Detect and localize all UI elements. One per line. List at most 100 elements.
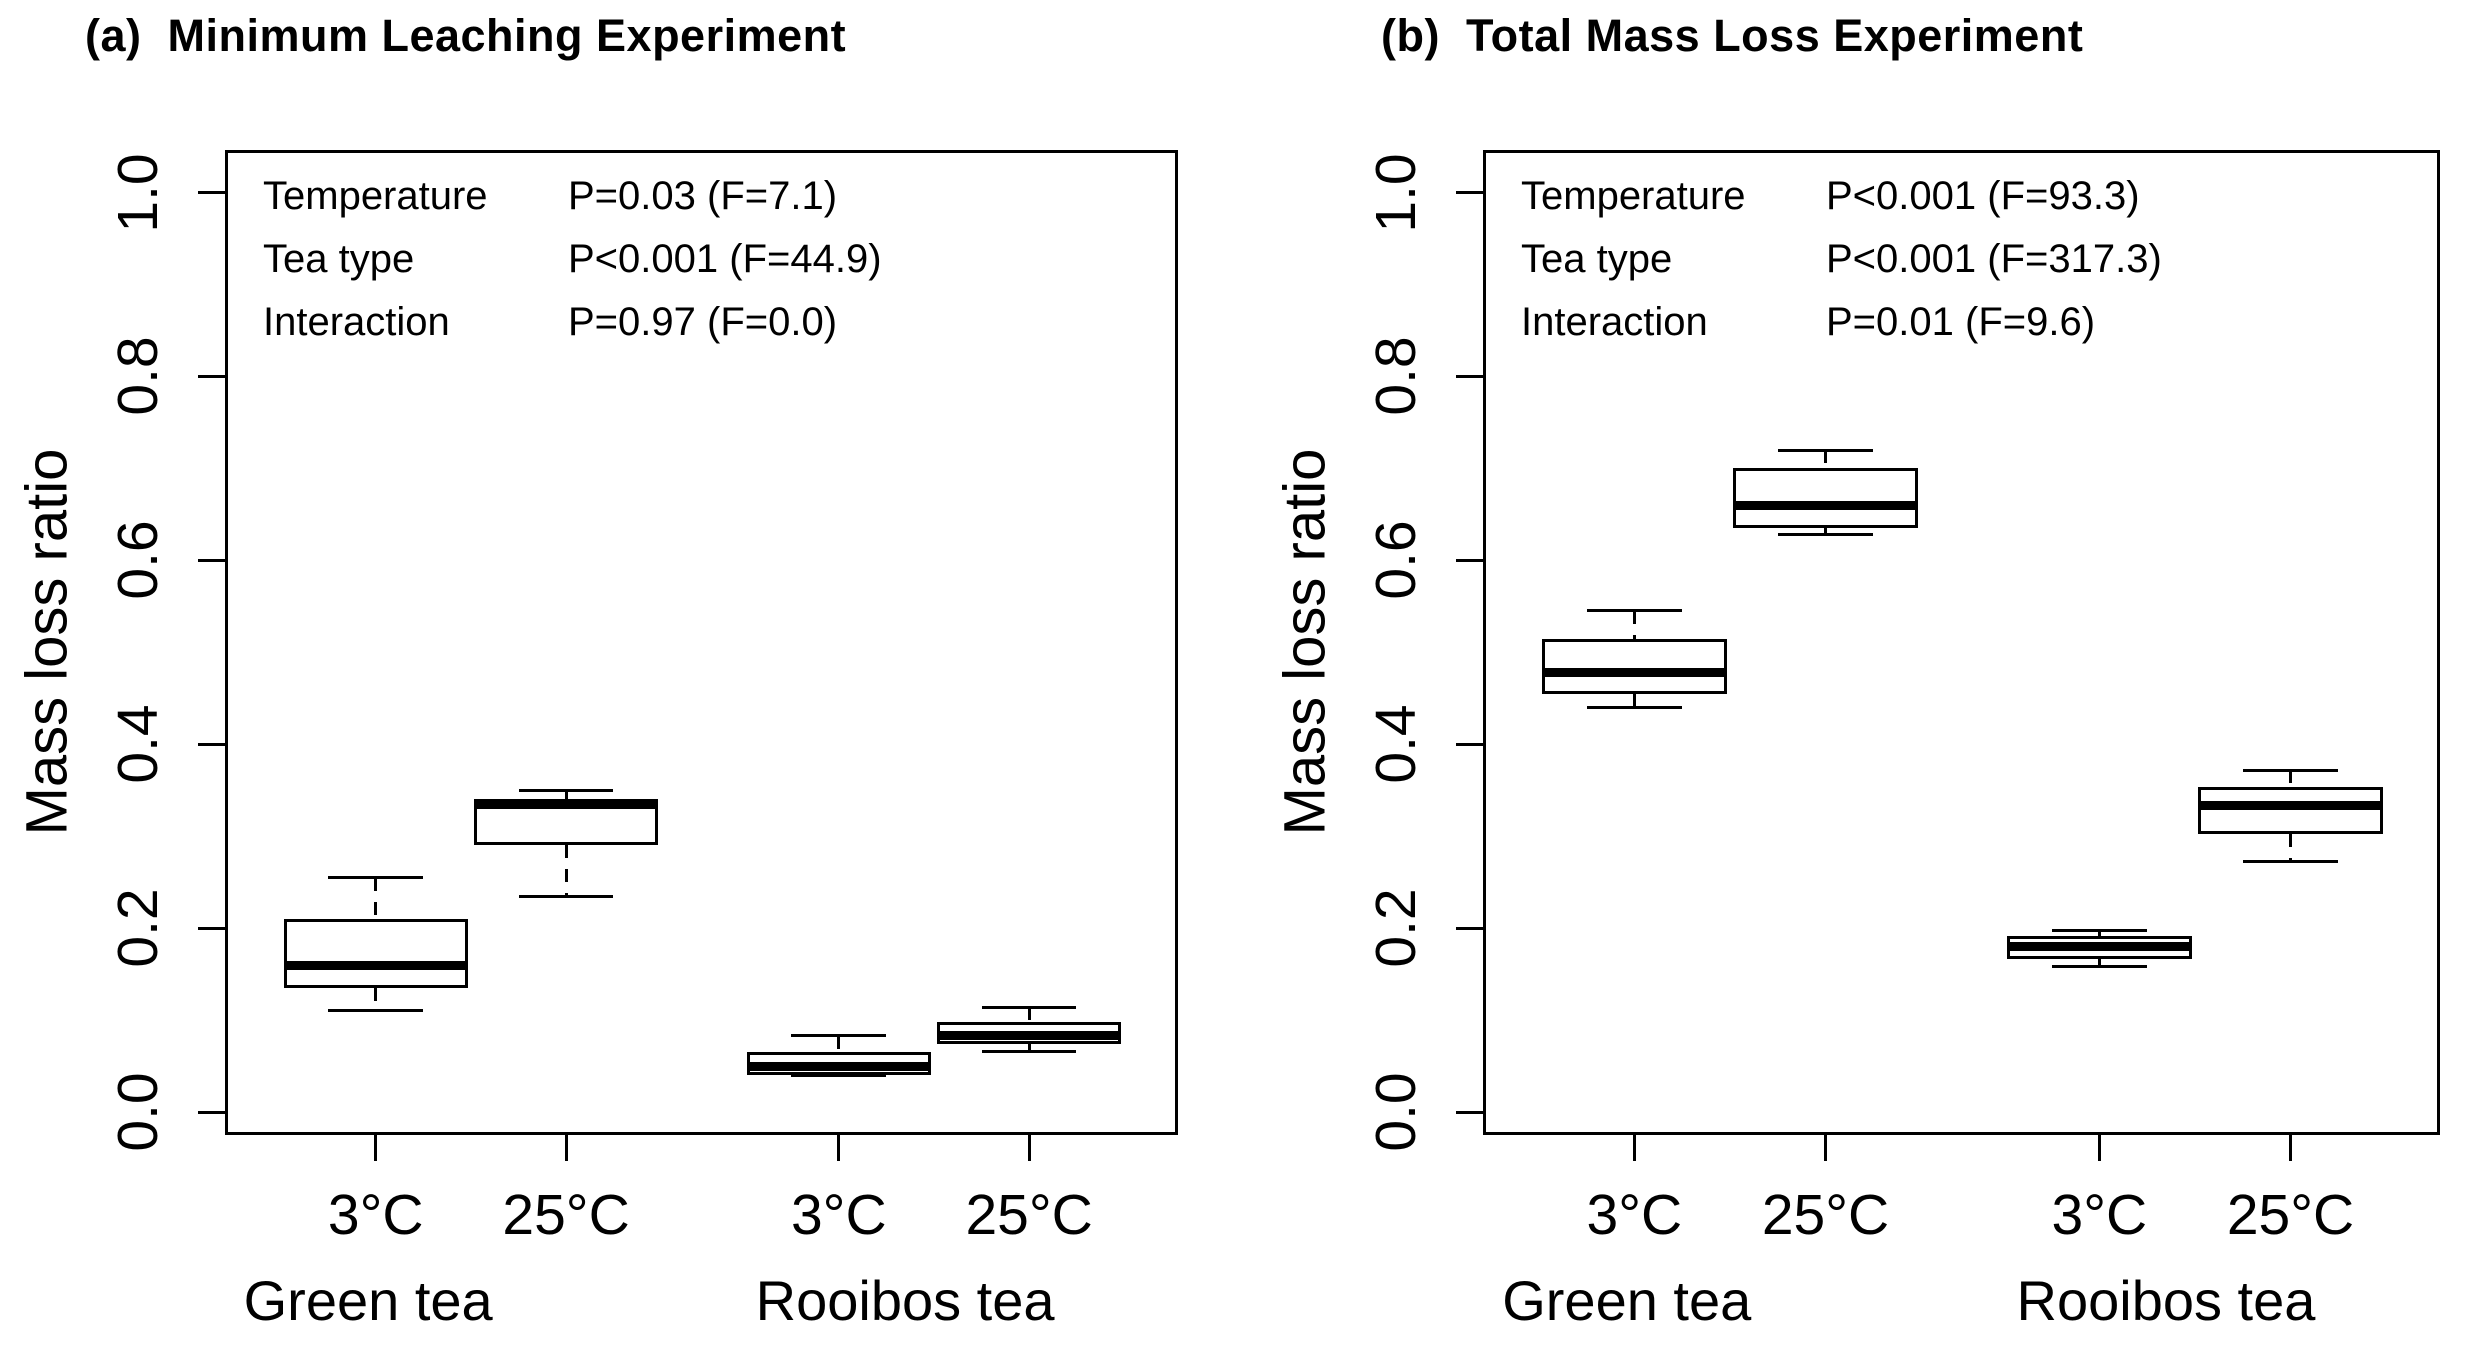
boxplot-green-tea-3-c-median-line bbox=[1542, 668, 1727, 678]
boxplot-rooibos-tea-25-c-box bbox=[2198, 786, 2383, 835]
y-tick-label: 0.8 bbox=[1364, 336, 1428, 417]
boxplot-rooibos-tea-25-c-whisker-upper bbox=[2289, 770, 2293, 787]
x-tick-mark bbox=[564, 1135, 568, 1161]
panel-b: (b) Total Mass Loss Experiment Mass loss… bbox=[1236, 0, 2471, 1350]
boxplot-rooibos-tea-3-c-median-line bbox=[2007, 942, 2192, 952]
boxplot-green-tea-3-c-cap-lower bbox=[1586, 706, 1682, 709]
boxplot-rooibos-tea-25-c-median-line bbox=[2198, 801, 2383, 811]
x-tick-mark bbox=[374, 1135, 378, 1161]
boxplot-green-tea-3-c-cap-lower bbox=[328, 1009, 424, 1013]
boxplot-green-tea-3-c-cap-upper bbox=[1586, 609, 1682, 613]
panel-a-title: (a) Minimum Leaching Experiment bbox=[85, 10, 846, 62]
y-tick-label: 0.0 bbox=[106, 1072, 170, 1152]
x-tick-label: 3°C bbox=[1586, 1183, 1683, 1247]
group-label-green-tea: Green tea bbox=[1502, 1269, 1752, 1332]
boxplot-rooibos-tea-3-c-cap-upper bbox=[791, 1034, 887, 1038]
panel-a-title-text: Minimum Leaching Experiment bbox=[167, 10, 847, 61]
x-tick-label: 25°C bbox=[2226, 1183, 2355, 1247]
stats-value: P=0.03 (F=7.1) bbox=[568, 174, 838, 218]
boxplot-green-tea-25-c-whisker-upper bbox=[564, 790, 568, 800]
stats-label: Temperature bbox=[263, 174, 488, 218]
boxplot-green-tea-3-c-whisker-upper bbox=[374, 877, 378, 919]
stats-row: Temperature P=0.03 (F=7.1) bbox=[263, 165, 882, 228]
boxplot-rooibos-tea-25-c-cap-upper bbox=[2242, 768, 2339, 772]
panel-a: (a) Minimum Leaching Experiment Mass los… bbox=[15, 10, 1178, 1332]
boxplot-rooibos-tea-3-c-median-line bbox=[746, 1061, 931, 1071]
y-tick-label: 0.6 bbox=[1364, 520, 1428, 600]
stats-row: Interaction P=0.97 (F=0.0) bbox=[263, 291, 882, 354]
stats-row: Interaction P=0.01 (F=9.6) bbox=[1521, 291, 2162, 354]
y-tick-mark bbox=[198, 191, 225, 195]
panel-b-tag: (b) bbox=[1381, 10, 1440, 61]
y-tick-label: 0.0 bbox=[1364, 1072, 1428, 1152]
y-tick-mark bbox=[1456, 191, 1483, 195]
stats-label: Tea type bbox=[263, 237, 415, 281]
y-tick-label: 0.2 bbox=[106, 888, 170, 968]
boxplot-green-tea-25-c-cap-lower bbox=[518, 894, 614, 898]
boxplot-green-tea-25-c-cap-upper bbox=[518, 788, 614, 792]
boxplot-rooibos-tea-3-c-cap-lower bbox=[2051, 965, 2147, 969]
y-tick-mark bbox=[198, 374, 225, 378]
x-tick-mark bbox=[1824, 1135, 1827, 1161]
y-tick-label: 0.2 bbox=[1364, 888, 1428, 968]
x-tick-label: 3°C bbox=[790, 1183, 887, 1247]
panel-a-tag: (a) bbox=[85, 10, 142, 61]
y-tick-label: 0.4 bbox=[106, 704, 170, 784]
y-tick-mark bbox=[198, 558, 225, 562]
stats-value: P<0.001 (F=317.3) bbox=[1826, 237, 2162, 281]
group-label-rooibos-tea: Rooibos tea bbox=[755, 1269, 1055, 1332]
stats-value: P=0.01 (F=9.6) bbox=[1826, 300, 2096, 344]
panel-b-title: (b) Total Mass Loss Experiment bbox=[1381, 10, 2083, 62]
stats-value: P<0.001 (F=44.9) bbox=[568, 237, 882, 281]
x-tick-label: 25°C bbox=[1761, 1183, 1890, 1247]
group-label-rooibos-tea: Rooibos tea bbox=[2016, 1269, 2316, 1332]
y-tick-mark bbox=[198, 926, 225, 930]
stats-row: Temperature P<0.001 (F=93.3) bbox=[1521, 165, 2162, 228]
x-tick-label: 3°C bbox=[327, 1183, 424, 1247]
x-tick-mark bbox=[2097, 1135, 2101, 1161]
boxplot-rooibos-tea-3-c-cap-upper bbox=[2051, 928, 2147, 932]
y-tick-mark bbox=[198, 742, 225, 746]
boxplot-rooibos-tea-25-c-cap-upper bbox=[981, 1005, 1077, 1009]
stats-label: Tea type bbox=[1521, 237, 1673, 281]
plot-area-a: Temperature P=0.03 (F=7.1) Tea type P<0.… bbox=[106, 150, 1178, 1332]
boxplot-rooibos-tea-25-c-median-line bbox=[937, 1031, 1121, 1041]
x-tick-mark bbox=[2289, 1135, 2293, 1161]
y-tick-mark bbox=[1456, 374, 1483, 378]
boxplot-green-tea-25-c-median-line bbox=[474, 799, 658, 809]
boxplot-green-tea-3-c-cap-upper bbox=[328, 876, 424, 880]
stats-label: Interaction bbox=[1521, 300, 1708, 344]
y-tick-label: 0.8 bbox=[106, 336, 170, 417]
boxplot-rooibos-tea-3-c-whisker-upper bbox=[2097, 930, 2101, 936]
stats-label: Interaction bbox=[263, 300, 450, 344]
boxplot-green-tea-25-c-whisker-upper bbox=[1824, 450, 1827, 469]
x-tick-label: 25°C bbox=[502, 1183, 630, 1247]
stats-row: Tea type P<0.001 (F=44.9) bbox=[263, 228, 882, 291]
anova-stats-a: Temperature P=0.03 (F=7.1) Tea type P<0.… bbox=[263, 165, 882, 354]
stats-value: P<0.001 (F=93.3) bbox=[1826, 174, 2140, 218]
stats-row: Tea type P<0.001 (F=317.3) bbox=[1521, 228, 2162, 291]
boxplot-rooibos-tea-25-c-cap-lower bbox=[2242, 859, 2339, 863]
x-tick-label: 3°C bbox=[2051, 1183, 2148, 1247]
boxplot-rooibos-tea-25-c-whisker-lower bbox=[2289, 834, 2293, 862]
x-tick-mark bbox=[1027, 1135, 1031, 1161]
boxplot-rooibos-tea-25-c-whisker-lower bbox=[1027, 1044, 1031, 1052]
boxplot-green-tea-25-c-box bbox=[1733, 468, 1918, 529]
stats-value: P=0.97 (F=0.0) bbox=[568, 300, 838, 344]
x-tick-mark bbox=[1632, 1135, 1636, 1161]
panel-b-title-text: Total Mass Loss Experiment bbox=[1465, 10, 2084, 61]
y-tick-label: 1.0 bbox=[106, 152, 170, 233]
stats-label: Temperature bbox=[1521, 174, 1746, 218]
y-tick-mark bbox=[1456, 1110, 1483, 1114]
boxplot-green-tea-25-c-median-line bbox=[1733, 500, 1918, 510]
boxplot-green-tea-3-c-whisker-upper bbox=[1632, 610, 1636, 639]
y-axis-label: Mass loss ratio bbox=[1272, 448, 1338, 836]
plot-area-b: Temperature P<0.001 (F=93.3) Tea type P<… bbox=[1364, 150, 2440, 1332]
y-tick-mark bbox=[1456, 926, 1483, 930]
group-label-green-tea: Green tea bbox=[243, 1269, 493, 1332]
y-tick-label: 0.6 bbox=[106, 520, 170, 600]
y-tick-mark bbox=[1456, 742, 1483, 746]
boxplot-green-tea-3-c-whisker-lower bbox=[1632, 693, 1636, 708]
y-tick-label: 0.4 bbox=[1364, 704, 1428, 784]
